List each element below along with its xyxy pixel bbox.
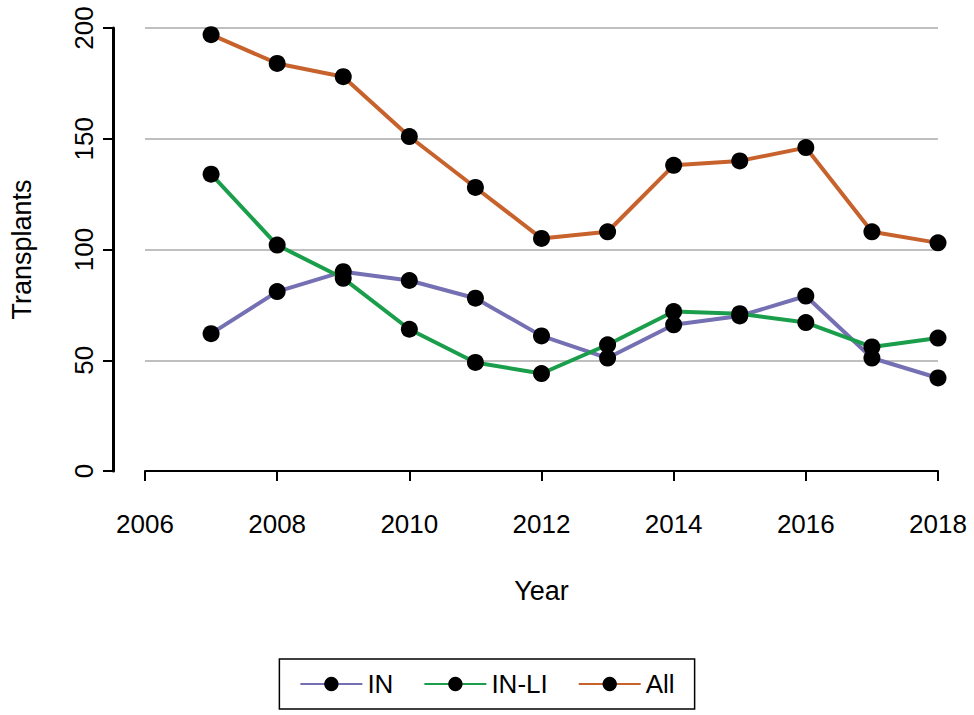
svg-text:50: 50 [69, 346, 99, 375]
svg-text:IN-LI: IN-LI [491, 669, 547, 699]
svg-text:2006: 2006 [116, 509, 174, 539]
svg-text:200: 200 [69, 6, 99, 49]
svg-text:IN: IN [367, 669, 393, 699]
svg-text:2012: 2012 [513, 509, 571, 539]
svg-text:Year: Year [514, 576, 569, 606]
svg-text:Transplants: Transplants [7, 179, 37, 319]
svg-text:2010: 2010 [380, 509, 438, 539]
svg-text:150: 150 [69, 117, 99, 160]
svg-text:0: 0 [69, 464, 99, 478]
svg-text:2018: 2018 [909, 509, 967, 539]
svg-text:100: 100 [69, 228, 99, 271]
svg-text:All: All [646, 669, 675, 699]
svg-text:2014: 2014 [645, 509, 703, 539]
svg-text:2016: 2016 [777, 509, 835, 539]
svg-text:2008: 2008 [248, 509, 306, 539]
